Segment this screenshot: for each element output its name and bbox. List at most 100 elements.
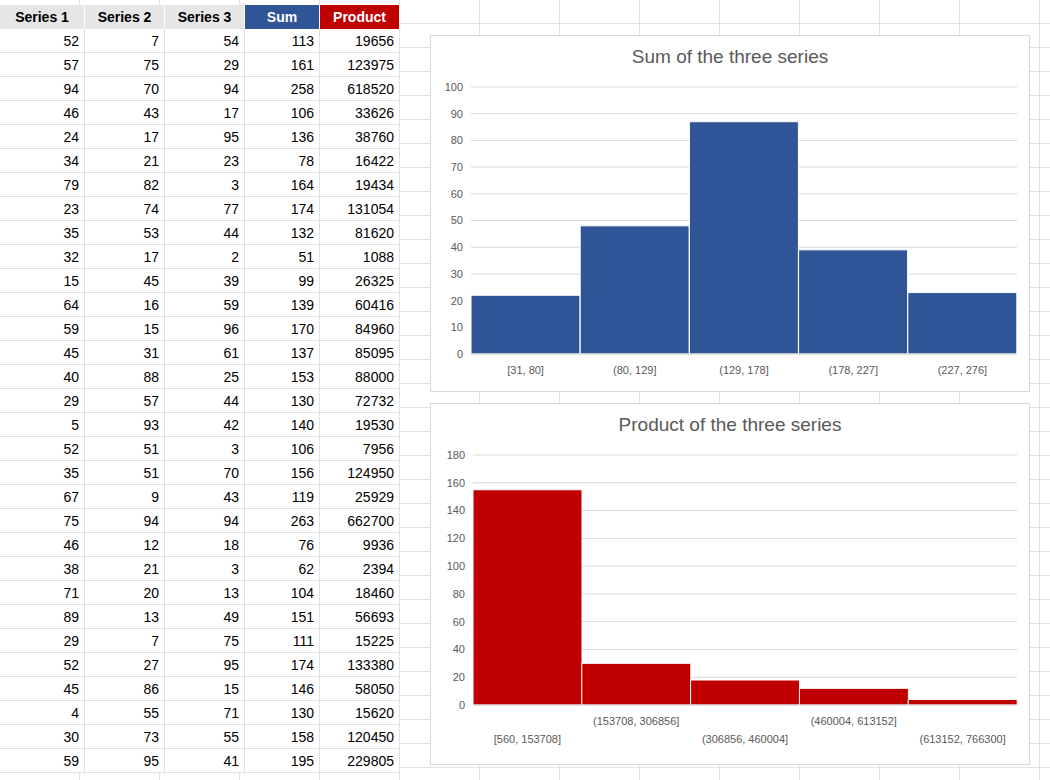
svg-text:80: 80 (451, 134, 463, 146)
svg-text:20: 20 (453, 671, 465, 683)
svg-text:(80, 129]: (80, 129] (613, 364, 656, 376)
html-text:16422: 16422 (355, 153, 394, 169)
svg-text:60: 60 (451, 188, 463, 200)
html-text:57: 57 (63, 57, 79, 73)
html-text:82: 82 (143, 177, 159, 193)
html-text:258: 258 (290, 81, 314, 97)
svg-text:40: 40 (451, 241, 463, 253)
html-text:15: 15 (63, 273, 79, 289)
html-text:Series 3: Series 3 (177, 9, 232, 25)
html-text:17: 17 (223, 105, 239, 121)
html-text:106: 106 (290, 105, 314, 121)
html-text:94: 94 (63, 81, 79, 97)
html-text:94: 94 (223, 81, 239, 97)
html-text:32: 32 (63, 249, 79, 265)
html-text:21: 21 (143, 153, 159, 169)
html-text:23: 23 (63, 201, 79, 217)
svg-text:50: 50 (451, 214, 463, 226)
svg-text:100: 100 (445, 81, 463, 93)
html-text:43: 43 (143, 105, 159, 121)
html-text:139: 139 (290, 297, 314, 313)
html-text:75: 75 (143, 57, 159, 73)
svg-text:160: 160 (447, 477, 465, 489)
html-text:618520: 618520 (347, 81, 394, 97)
html-text:44: 44 (223, 225, 239, 241)
html-text:Sum: Sum (266, 9, 298, 25)
html-text:164: 164 (290, 177, 314, 193)
html-text:46: 46 (63, 105, 79, 121)
svg-text:(460004, 613152]: (460004, 613152] (811, 715, 897, 727)
html-text:39: 39 (223, 273, 239, 289)
html-text:161: 161 (290, 57, 314, 73)
svg-text:20: 20 (451, 295, 463, 307)
html-text:123975: 123975 (347, 57, 394, 73)
html-text:34: 34 (63, 153, 79, 169)
html-text:Series 1: Series 1 (15, 9, 69, 25)
html-text:1088: 1088 (362, 249, 394, 265)
html-text:136: 136 (290, 129, 314, 145)
svg-text:(178, 227]: (178, 227] (828, 364, 878, 376)
html-text:Product of the three series: Product of the three series (618, 414, 842, 435)
html-text:26325: 26325 (355, 273, 394, 289)
svg-text:(153708, 306856]: (153708, 306856] (593, 715, 679, 727)
html-text:174: 174 (290, 201, 314, 217)
html-text:59: 59 (63, 321, 79, 337)
svg-text:(227, 276]: (227, 276] (938, 364, 988, 376)
svg-text:70: 70 (451, 161, 463, 173)
html-text:Sum of the three series: Sum of the three series (631, 46, 829, 67)
html-text:15: 15 (143, 321, 159, 337)
html-text:70: 70 (143, 81, 159, 97)
html-text:24: 24 (63, 129, 79, 145)
html-text:84960: 84960 (355, 321, 394, 337)
html-text:77: 77 (223, 201, 239, 217)
html-text:16: 16 (143, 297, 159, 313)
html-text:Product: Product (333, 9, 386, 25)
svg-text:(613152, 766300]: (613152, 766300] (919, 733, 1005, 745)
html-text:33626: 33626 (355, 105, 394, 121)
html-text:45: 45 (143, 273, 159, 289)
svg-text:0: 0 (459, 699, 465, 711)
svg-text:180: 180 (447, 449, 465, 461)
html-text:99: 99 (298, 273, 314, 289)
svg-text:[31, 80]: [31, 80] (507, 364, 544, 376)
html-text:19434: 19434 (355, 177, 394, 193)
html-text:78: 78 (298, 153, 314, 169)
svg-text:80: 80 (453, 588, 465, 600)
html-text:60416: 60416 (355, 297, 394, 313)
html-text:95: 95 (223, 129, 239, 145)
svg-text:30: 30 (451, 268, 463, 280)
svg-text:90: 90 (451, 108, 463, 120)
svg-text:10: 10 (451, 321, 463, 333)
html-text:35: 35 (63, 225, 79, 241)
html-text:132: 132 (290, 225, 314, 241)
html-text:51: 51 (298, 249, 314, 265)
html-text:38760: 38760 (355, 129, 394, 145)
html-text:64: 64 (63, 297, 79, 313)
html-text:79: 79 (63, 177, 79, 193)
html-text:81620: 81620 (355, 225, 394, 241)
html-text:113: 113 (291, 33, 314, 49)
svg-text:60: 60 (453, 616, 465, 628)
html-text:29: 29 (223, 57, 239, 73)
html-text:96: 96 (223, 321, 239, 337)
html-text:17: 17 (143, 249, 159, 265)
svg-text:100: 100 (447, 560, 465, 572)
svg-text:(129, 178]: (129, 178] (719, 364, 769, 376)
html-text:59: 59 (223, 297, 239, 313)
html-text:74: 74 (143, 201, 159, 217)
svg-text:(306856, 460004]: (306856, 460004] (702, 733, 788, 745)
html-text:23: 23 (223, 153, 239, 169)
html-text:170: 170 (290, 321, 314, 337)
html-text:131054: 131054 (347, 201, 394, 217)
html-text:53: 53 (143, 225, 159, 241)
svg-text:[560, 153708]: [560, 153708] (494, 733, 561, 745)
svg-text:120: 120 (447, 532, 465, 544)
html-text:17: 17 (143, 129, 159, 145)
svg-text:40: 40 (453, 643, 465, 655)
html-text:Series 2: Series 2 (97, 9, 152, 25)
html-text:54: 54 (223, 33, 239, 49)
html-text:52: 52 (63, 33, 79, 49)
svg-text:140: 140 (447, 504, 465, 516)
html-text:19656: 19656 (355, 33, 394, 49)
svg-text:0: 0 (457, 348, 463, 360)
